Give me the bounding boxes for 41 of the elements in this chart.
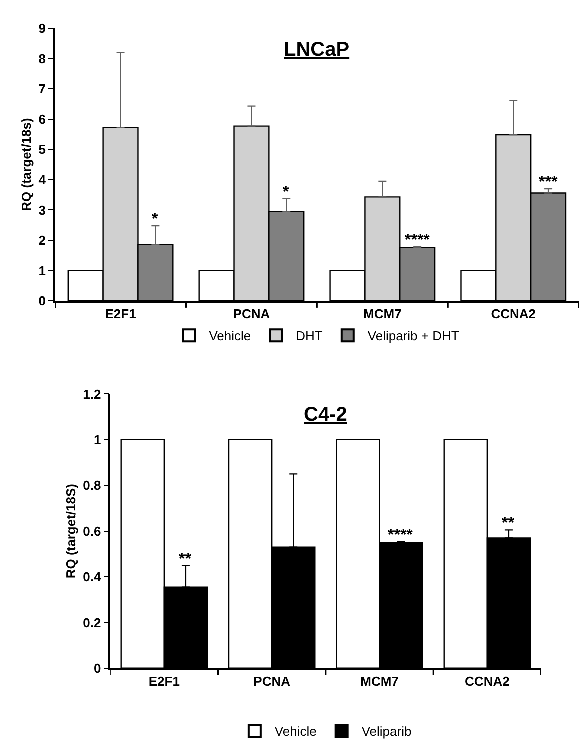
y-axis-title: RQ (target/18s) [19,118,34,212]
y-tick-label: 0 [38,294,46,309]
x-tick-label: PCNA [254,674,292,689]
y-tick-label: 2 [38,233,46,248]
x-tick-label: CCNA2 [491,306,536,322]
y-tick-label: 6 [38,112,46,127]
x-tick-label: MCM7 [360,674,399,689]
annotation: * [152,211,159,228]
y-tick-label: 8 [38,51,46,66]
legend-label: Vehicle [274,724,317,740]
y-tick-label: 1 [38,263,46,278]
legend-label: Veliparib [362,724,412,740]
y-tick-label: 4 [38,172,47,188]
y-tick-label: 1 [94,432,102,448]
text: C4-2 [304,404,348,426]
annotation: * [283,184,290,201]
y-axis-title: RQ (target/18S) [64,484,79,579]
y-tick-label: 0 [94,660,102,676]
legend-label: Veliparib + DHT [368,328,460,344]
y-tick-label: 1.2 [83,386,102,402]
x-tick-label: MCM7 [364,306,402,322]
annotation: ** [502,515,516,532]
legend-label: Vehicle [209,328,252,344]
annotation: **** [405,232,431,249]
y-tick-label: 0.2 [83,615,102,630]
y-tick-label: 7 [38,82,46,97]
y-tick-label: 0.6 [83,524,102,539]
y-tick-label: 3 [38,202,46,218]
y-tick-label: 5 [38,142,46,158]
y-tick-label: 0.4 [83,570,102,585]
legend-label: DHT [296,328,323,344]
text: LNCaP [284,39,350,61]
annotation: ** [179,551,192,568]
x-tick-label: CCNA2 [465,674,510,689]
y-tick-label: 9 [38,20,46,36]
x-tick-label: E2F1 [105,306,136,322]
x-tick-label: E2F1 [148,674,180,689]
y-tick-label: 0.8 [83,478,102,494]
annotation: **** [388,527,414,544]
annotation: *** [539,174,558,191]
x-tick-label: PCNA [233,306,271,322]
